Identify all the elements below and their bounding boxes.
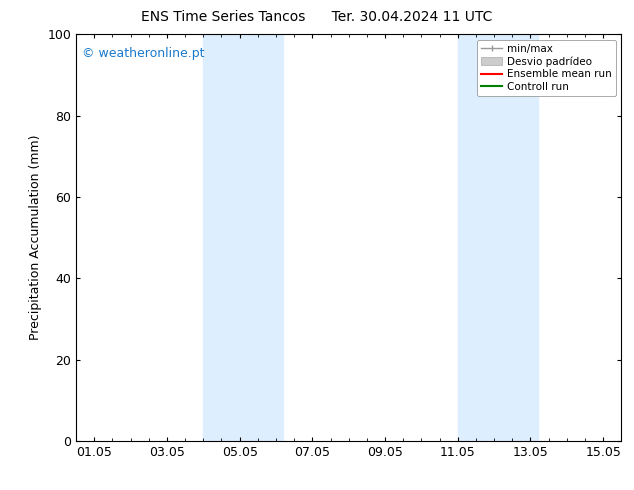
Text: © weatheronline.pt: © weatheronline.pt xyxy=(82,47,204,59)
Bar xyxy=(483,34,538,441)
Legend: min/max, Desvio padrídeo, Ensemble mean run, Controll run: min/max, Desvio padrídeo, Ensemble mean … xyxy=(477,40,616,96)
Bar xyxy=(458,34,483,441)
Y-axis label: Precipitation Accumulation (mm): Precipitation Accumulation (mm) xyxy=(29,135,42,341)
Bar xyxy=(229,34,283,441)
Text: ENS Time Series Tancos      Ter. 30.04.2024 11 UTC: ENS Time Series Tancos Ter. 30.04.2024 1… xyxy=(141,10,493,24)
Bar xyxy=(204,34,229,441)
